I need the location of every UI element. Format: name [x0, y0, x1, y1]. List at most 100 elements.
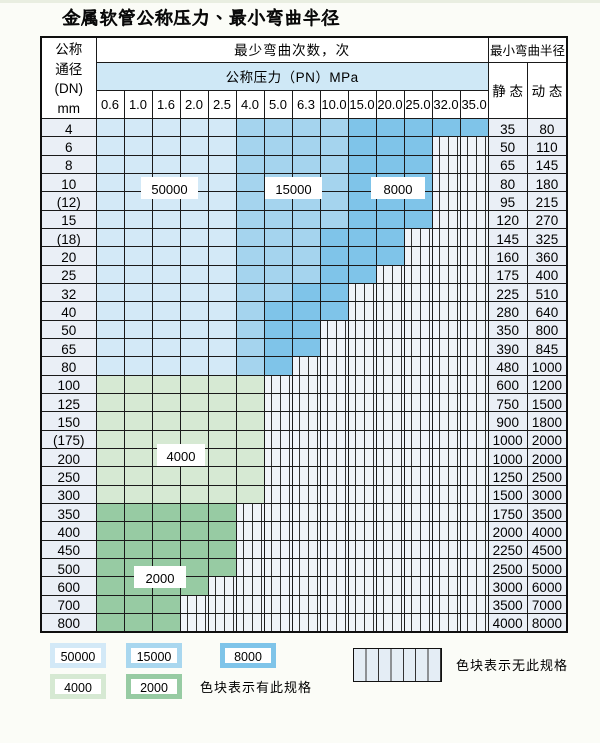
- static-radius-value: 1750: [487, 502, 528, 523]
- table-row-dn-32: 32 225 510: [40, 282, 568, 303]
- spec-cell-none: [431, 539, 461, 559]
- spec-cell-none: [319, 539, 349, 559]
- spec-cell-50000: [95, 172, 125, 193]
- pn-column-1.6: 1.6: [151, 90, 181, 119]
- spec-cell-none: [263, 557, 293, 578]
- spec-cell-none: [291, 484, 321, 504]
- spec-cell-none: [375, 429, 405, 449]
- spec-cell-8000: [403, 154, 433, 174]
- spec-cell-15000: [319, 117, 349, 138]
- spec-cell-4000: [151, 411, 181, 431]
- spec-cell-8000: [403, 209, 433, 229]
- legend-swatch-4000: 4000: [50, 674, 106, 699]
- spec-cell-8000: [291, 337, 321, 358]
- dn-value: 700: [40, 594, 97, 614]
- spec-cell-50000: [123, 227, 153, 248]
- spec-cell-2000: [95, 612, 125, 633]
- spec-cell-none: [431, 246, 461, 266]
- spec-cell-none: [459, 337, 489, 358]
- spec-cell-none: [403, 521, 433, 541]
- spec-cell-15000: [263, 282, 293, 303]
- spec-cell-none: [207, 594, 237, 614]
- spec-cell-50000: [207, 356, 237, 376]
- table-row-dn-350: 350 1750 3500: [40, 502, 568, 523]
- spec-cell-none: [431, 319, 461, 339]
- spec-cell-8000: [319, 227, 349, 248]
- spec-table-head: 公称 通径 (DN) mm 最少弯曲次数，次 最小弯曲半径 公称压力（PN）MP…: [40, 36, 568, 119]
- spec-cell-none: [291, 411, 321, 431]
- spec-cell-50000: [123, 282, 153, 303]
- spec-cell-none: [235, 502, 265, 523]
- spec-cell-none: [431, 612, 461, 633]
- spec-cell-none: [431, 411, 461, 431]
- static-radius-value: 225: [487, 282, 528, 303]
- spec-cell-none: [403, 447, 433, 468]
- spec-cell-2000: [151, 539, 181, 559]
- spec-cell-2000: [95, 594, 125, 614]
- dynamic-radius-value: 360: [526, 246, 568, 266]
- spec-cell-none: [319, 612, 349, 633]
- min-radius-header: 最小弯曲半径: [487, 36, 568, 63]
- spec-cell-none: [459, 466, 489, 486]
- spec-cell-none: [431, 191, 461, 211]
- spec-cell-8000: [319, 246, 349, 266]
- dynamic-radius-value: 1200: [526, 374, 568, 394]
- spec-cell-none: [347, 447, 377, 468]
- spec-cell-none: [403, 557, 433, 578]
- spec-cell-50000: [151, 264, 181, 284]
- spec-cell-2000: [207, 557, 237, 578]
- spec-cell-8000: [347, 154, 377, 174]
- spec-cell-50000: [179, 337, 209, 358]
- spec-cell-none: [375, 374, 405, 394]
- spec-cell-4000: [179, 466, 209, 486]
- spec-cell-50000: [179, 282, 209, 303]
- dn-value: 50: [40, 319, 97, 339]
- spec-cell-4000: [207, 411, 237, 431]
- header-row-2: 公称压力（PN）MPa 静 态 动 态: [41, 62, 568, 119]
- dynamic-radius-value: 2500: [526, 466, 568, 486]
- spec-cell-50000: [151, 301, 181, 321]
- spec-cell-50000: [151, 136, 181, 156]
- spec-cell-2000: [151, 502, 181, 523]
- spec-cell-50000: [123, 337, 153, 358]
- spec-cell-50000: [179, 136, 209, 156]
- dn-column-header: 公称 通径 (DN) mm: [40, 36, 97, 119]
- table-row-dn-100: 100 600 1200: [40, 374, 568, 394]
- spec-cell-none: [459, 136, 489, 156]
- spec-cell-none: [291, 429, 321, 449]
- spec-cell-15000: [319, 172, 349, 193]
- spec-cell-none: [459, 209, 489, 229]
- spec-cell-none: [403, 484, 433, 504]
- spec-cell-15000: [263, 117, 293, 138]
- spec-cell-none: [291, 356, 321, 376]
- dynamic-radius-value: 180: [526, 172, 568, 193]
- dn-value: 10: [40, 172, 97, 193]
- spec-cell-8000: [319, 282, 349, 303]
- spec-cell-none: [347, 539, 377, 559]
- spec-cell-none: [431, 227, 461, 248]
- spec-cell-none: [319, 411, 349, 431]
- page-top-edge: [0, 0, 600, 3]
- spec-cell-50000: [207, 282, 237, 303]
- dn-value: 6: [40, 136, 97, 156]
- spec-cell-50000: [179, 264, 209, 284]
- table-row-dn-125: 125 750 1500: [40, 392, 568, 413]
- spec-cell-none: [431, 502, 461, 523]
- spec-cell-none: [319, 466, 349, 486]
- dn-value: 500: [40, 557, 97, 578]
- table-row-dn-80: 80 480 1000: [40, 356, 568, 376]
- static-radius-value: 3000: [487, 576, 528, 596]
- static-radius-value: 480: [487, 356, 528, 376]
- static-radius-value: 3500: [487, 594, 528, 614]
- dynamic-radius-value: 2000: [526, 447, 568, 468]
- static-radius-value: 160: [487, 246, 528, 266]
- spec-cell-8000: [403, 136, 433, 156]
- spec-cell-50000: [207, 154, 237, 174]
- spec-cell-none: [347, 557, 377, 578]
- dn-value: (175): [40, 429, 97, 449]
- spec-cell-8000: [291, 282, 321, 303]
- dn-value: 600: [40, 576, 97, 596]
- page-title: 金属软管公称压力、最小弯曲半径: [62, 6, 340, 30]
- table-row-dn-250: 250 1250 2500: [40, 466, 568, 486]
- dn-header-line2: 通径: [55, 57, 83, 78]
